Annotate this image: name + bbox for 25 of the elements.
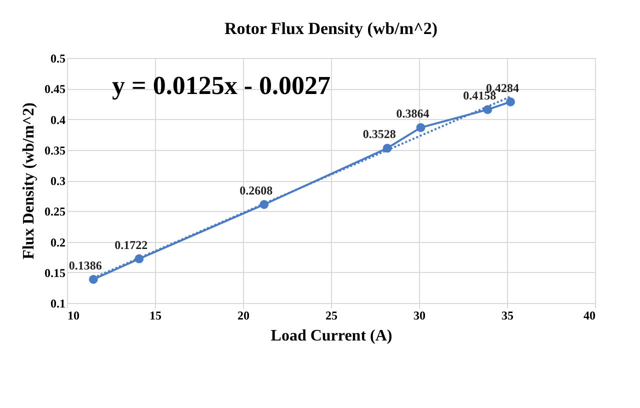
data-label: 0.3528: [362, 127, 396, 142]
x-tick-label: 10: [68, 308, 80, 322]
y-tick-label: 0.25: [44, 204, 66, 219]
annotation: y = 0.0125x - 0.0027: [112, 71, 330, 100]
data-label: 0.1722: [114, 238, 148, 252]
y-tick-label: 0.1: [50, 296, 66, 310]
data-label: 0.2608: [240, 184, 273, 198]
y-tick-label: 0.45: [44, 82, 66, 96]
y-tick-label: 0.3: [50, 174, 66, 188]
x-tick-label: 25: [326, 308, 338, 322]
y-tick-label: 0.2: [50, 235, 66, 250]
x-tick-label: 20: [238, 308, 250, 322]
x-tick-label: 15: [150, 308, 162, 322]
y-tick-label: 0.4: [50, 112, 66, 127]
y-tick-label: 0.15: [44, 266, 66, 280]
x-tick-label: 35: [502, 308, 514, 322]
y-tick-label: 0.5: [50, 52, 66, 66]
y-axis-title: Flux Density (wb/m^2): [20, 102, 38, 260]
y-tick-label: 0.35: [44, 143, 66, 158]
data-label: 0.1386: [68, 258, 102, 272]
x-tick-label: 40: [584, 308, 596, 322]
x-axis-title: Load Current (A): [270, 328, 392, 344]
data-label: 0.3864: [396, 106, 430, 121]
chart-title: Rotor Flux Density (wb/m^2): [224, 19, 438, 38]
x-tick-label: 30: [414, 308, 426, 322]
